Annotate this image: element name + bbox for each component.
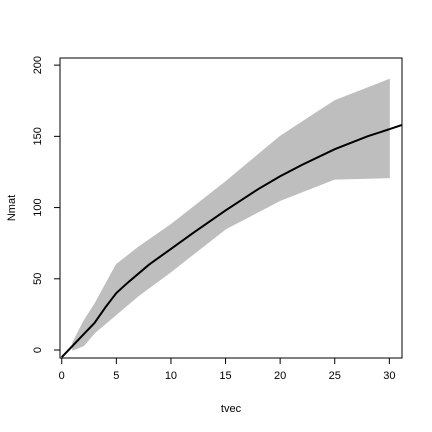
y-axis-label: Nmat <box>6 195 18 221</box>
x-tick-label: 20 <box>274 370 286 382</box>
x-tick-label: 25 <box>329 370 341 382</box>
mean-curve <box>61 124 402 358</box>
y-tick-label: 0 <box>32 347 44 353</box>
x-tick-label: 10 <box>165 370 177 382</box>
x-axis-label: tvec <box>221 403 242 415</box>
y-tick-label: 200 <box>32 56 44 74</box>
x-tick-label: 30 <box>383 370 395 382</box>
x-tick-label: 0 <box>59 370 65 382</box>
y-tick-label: 50 <box>32 273 44 285</box>
simulation-band <box>72 78 390 351</box>
x-tick-label: 15 <box>219 370 231 382</box>
y-tick-label: 100 <box>32 198 44 216</box>
y-tick-label: 150 <box>32 127 44 145</box>
x-tick-label: 5 <box>113 370 119 382</box>
